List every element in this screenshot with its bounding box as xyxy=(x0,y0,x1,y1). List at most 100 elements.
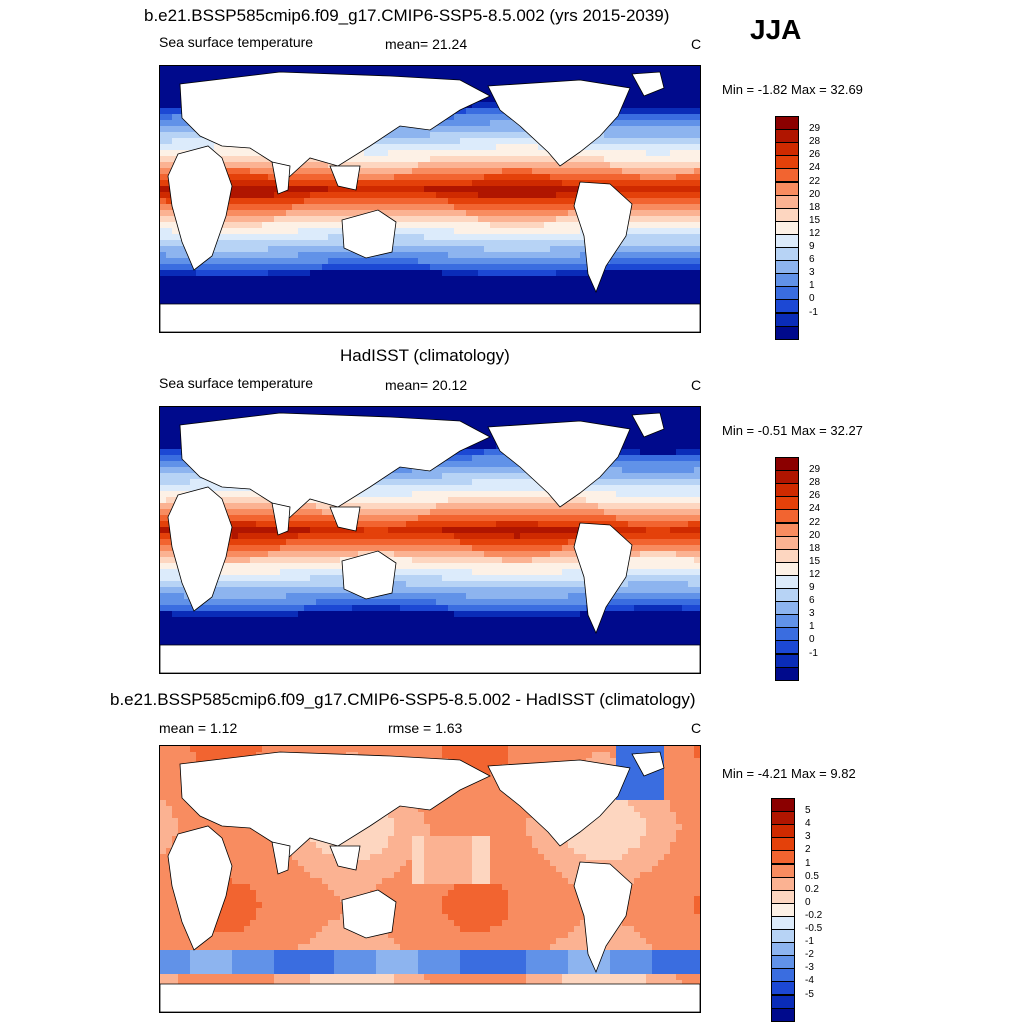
panel2-field-cell xyxy=(244,413,251,420)
panel2-field-cell xyxy=(676,407,683,414)
panel1-field-cell xyxy=(664,294,671,301)
panel1-field-cell xyxy=(424,222,431,229)
panel1-field-cell xyxy=(544,168,551,175)
panel1-field-cell xyxy=(694,300,700,307)
panel1-field-cell xyxy=(238,216,245,223)
panel2-field-cell xyxy=(484,413,491,420)
panel1-field-cell xyxy=(322,294,329,301)
panel1-field-cell xyxy=(670,78,677,85)
panel1-field-cell xyxy=(676,144,683,151)
panel1-field-cell xyxy=(250,162,257,169)
panel1-field-cell xyxy=(598,162,605,169)
panel1-field-cell xyxy=(244,204,251,211)
panel1-field-cell xyxy=(694,168,700,175)
panel1-field-cell xyxy=(556,246,563,253)
panel1-field-cell xyxy=(586,150,593,157)
panel1-field-cell xyxy=(196,270,203,277)
panel1-variable-label: Sea surface temperature xyxy=(159,34,314,50)
panel1-field-cell xyxy=(376,138,383,145)
panel1-field-cell xyxy=(472,204,479,211)
panel1-field-cell xyxy=(646,180,653,187)
panel1-field-cell xyxy=(550,180,557,187)
panel1-field-cell xyxy=(556,186,563,193)
panel1-field-cell xyxy=(406,162,413,169)
panel1-field-cell xyxy=(628,288,635,295)
panel1-field-cell xyxy=(676,78,683,85)
panel1-field-cell xyxy=(298,240,305,247)
panel1-field-cell xyxy=(616,246,623,253)
panel1-field-cell xyxy=(694,252,700,259)
panel1-field-cell xyxy=(454,234,461,241)
panel1-field-cell xyxy=(478,300,485,307)
panel1-field-cell xyxy=(484,102,491,109)
panel1-field-cell xyxy=(598,294,605,301)
panel1-colorbar-swatch xyxy=(775,194,799,209)
panel1-field-cell xyxy=(616,258,623,265)
panel1-field-cell xyxy=(430,150,437,157)
panel1-field-cell xyxy=(532,216,539,223)
panel2-field-cell xyxy=(484,449,491,456)
panel1-field-cell xyxy=(160,120,167,127)
panel1-field-cell xyxy=(334,294,341,301)
panel2-field-cell xyxy=(484,455,491,462)
panel1-field-cell xyxy=(514,150,521,157)
panel1-field-cell xyxy=(688,270,695,277)
panel1-field-cell xyxy=(556,288,563,295)
panel1-field-cell xyxy=(496,120,503,127)
panel1-field-cell xyxy=(538,288,545,295)
panel2-field-cell xyxy=(448,455,455,462)
panel1-field-cell xyxy=(310,180,317,187)
panel1-field-cell xyxy=(664,84,671,91)
panel2-field-cell xyxy=(634,437,641,444)
panel1-field-cell xyxy=(448,216,455,223)
panel1-field-cell xyxy=(250,228,257,235)
panel1-field-cell xyxy=(514,240,521,247)
panel1-field-cell xyxy=(268,234,275,241)
panel1-field-cell xyxy=(406,138,413,145)
panel1-field-cell xyxy=(472,228,479,235)
panel1-field-cell xyxy=(652,276,659,283)
panel1-field-cell xyxy=(430,258,437,265)
panel1-field-cell xyxy=(310,276,317,283)
panel1-field-cell xyxy=(496,258,503,265)
panel1-field-cell xyxy=(358,210,365,217)
panel1-field-cell xyxy=(676,114,683,121)
panel1-field-cell xyxy=(376,264,383,271)
panel1-field-cell xyxy=(532,282,539,289)
panel1-field-cell xyxy=(418,156,425,163)
panel2-field-cell xyxy=(568,413,575,420)
panel1-field-cell xyxy=(466,168,473,175)
panel1-field-cell xyxy=(316,186,323,193)
panel2-field-cell xyxy=(526,407,533,414)
panel1-field-cell xyxy=(694,282,700,289)
panel1-field-cell xyxy=(586,66,593,73)
panel1-field-cell xyxy=(352,66,359,73)
panel1-field-cell xyxy=(616,168,623,175)
panel1-field-cell xyxy=(508,144,515,151)
panel2-field-cell xyxy=(682,455,689,462)
panel1-field-cell xyxy=(172,282,179,289)
panel1-field-cell xyxy=(262,210,269,217)
panel1-field-cell xyxy=(412,144,419,151)
panel1-field-cell xyxy=(274,300,281,307)
panel1-field-cell xyxy=(688,96,695,103)
panel1-field-cell xyxy=(466,180,473,187)
panel1-field-cell xyxy=(280,234,287,241)
panel1-field-cell xyxy=(568,198,575,205)
panel1-field-cell xyxy=(454,114,461,121)
panel1-field-cell xyxy=(436,162,443,169)
panel1-field-cell xyxy=(670,240,677,247)
panel2-field-cell xyxy=(178,461,185,468)
panel1-field-cell xyxy=(550,162,557,169)
panel1-field-cell xyxy=(166,120,173,127)
panel1-field-cell xyxy=(652,210,659,217)
panel1-field-cell xyxy=(340,210,347,217)
panel1-field-cell xyxy=(358,186,365,193)
panel1-field-cell xyxy=(508,210,515,217)
panel1-field-cell xyxy=(412,216,419,223)
panel1-field-cell xyxy=(478,258,485,265)
panel1-field-cell xyxy=(382,180,389,187)
panel1-field-cell xyxy=(280,228,287,235)
panel1-field-cell xyxy=(550,264,557,271)
panel1-field-cell xyxy=(172,276,179,283)
